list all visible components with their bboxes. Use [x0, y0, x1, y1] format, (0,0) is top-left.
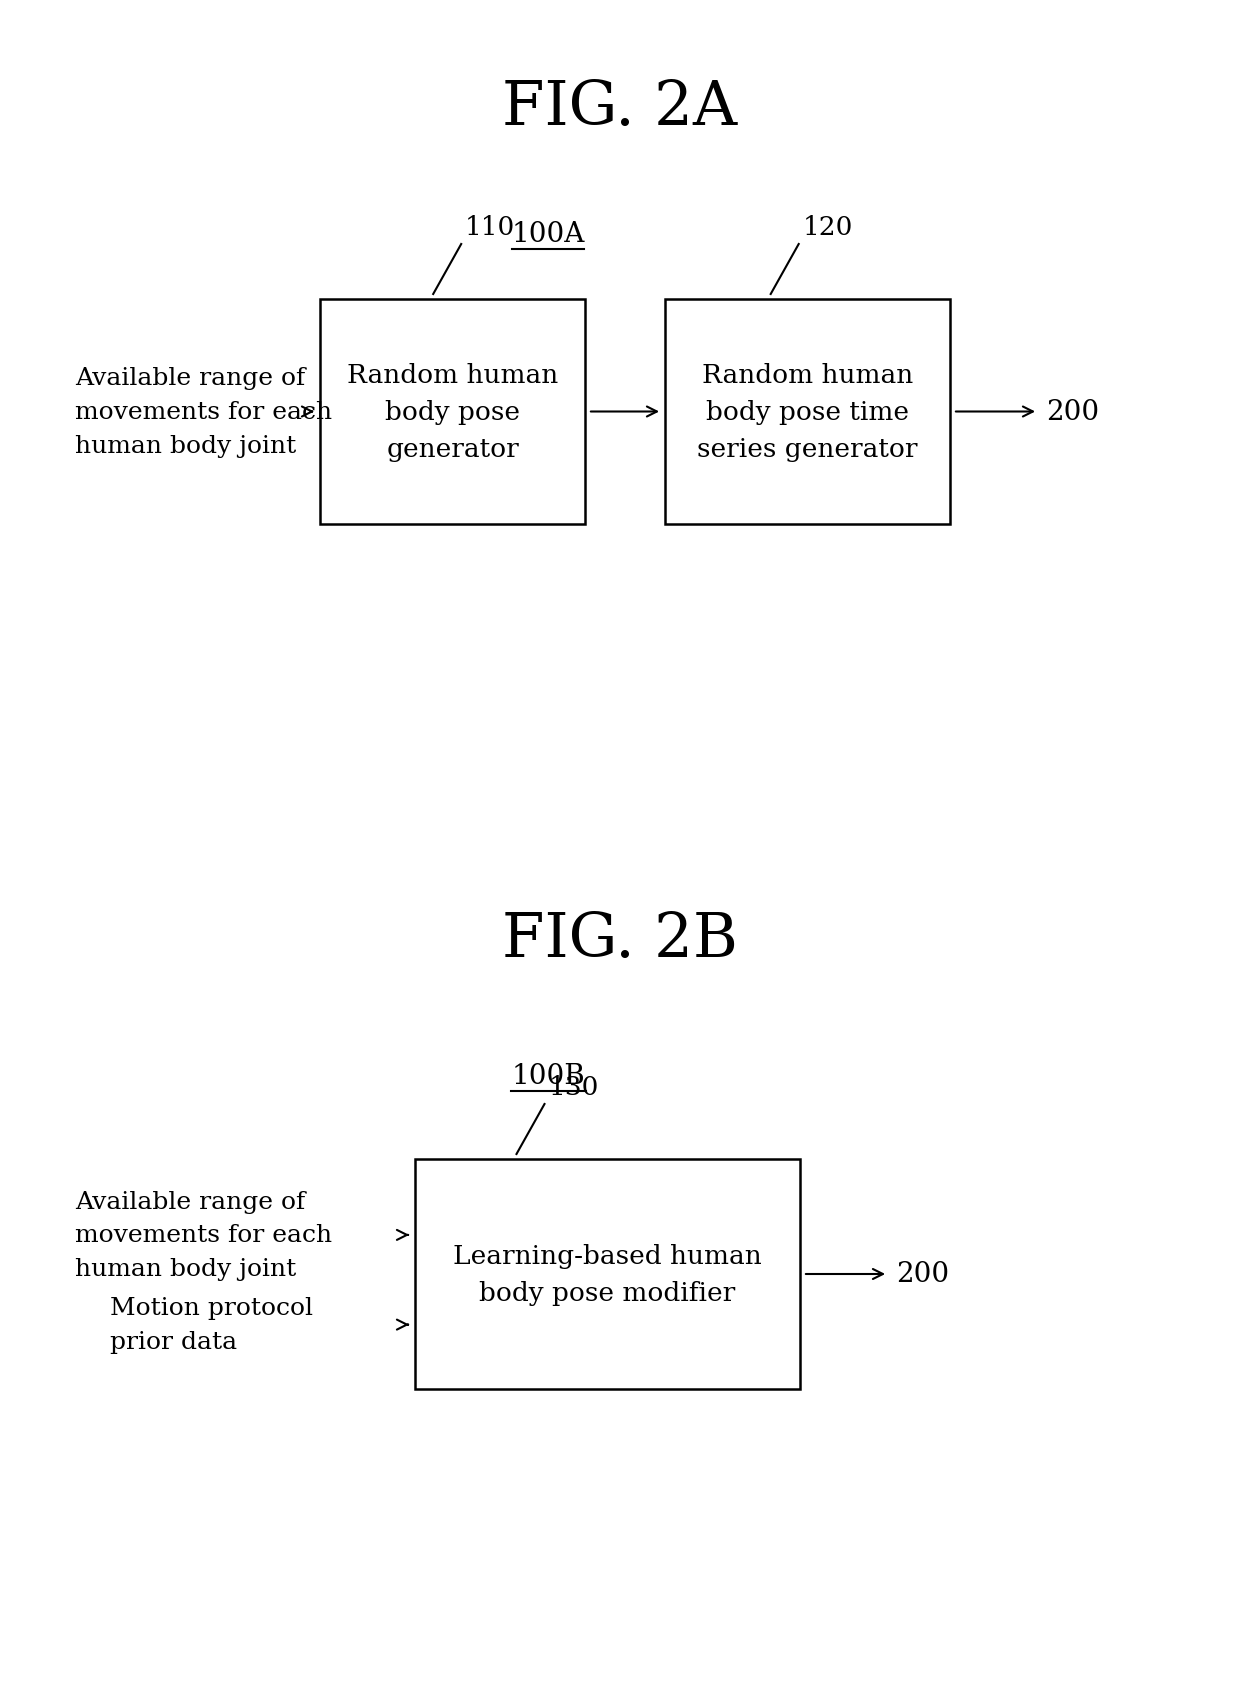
Text: Motion protocol
prior data: Motion protocol prior data [110, 1296, 312, 1354]
Bar [665, 300, 950, 524]
Text: 200: 200 [897, 1261, 949, 1287]
Text: Random human
body pose time
series generator: Random human body pose time series gener… [697, 364, 918, 461]
Text: 200: 200 [1047, 399, 1099, 425]
Text: 110: 110 [465, 215, 516, 241]
Text: Random human
body pose
generator: Random human body pose generator [347, 364, 558, 461]
Text: Available range of
movements for each
human body joint: Available range of movements for each hu… [74, 1190, 332, 1280]
Text: Learning-based human
body pose modifier: Learning-based human body pose modifier [453, 1243, 761, 1306]
Text: Available range of
movements for each
human body joint: Available range of movements for each hu… [74, 367, 332, 457]
Text: FIG. 2A: FIG. 2A [502, 79, 738, 138]
Text: FIG. 2B: FIG. 2B [502, 910, 738, 970]
Bar [415, 1159, 800, 1389]
Text: 100A: 100A [511, 220, 585, 248]
Bar [320, 300, 585, 524]
Text: 120: 120 [802, 215, 853, 241]
Text: 100B: 100B [511, 1062, 585, 1089]
Text: 130: 130 [548, 1074, 599, 1099]
